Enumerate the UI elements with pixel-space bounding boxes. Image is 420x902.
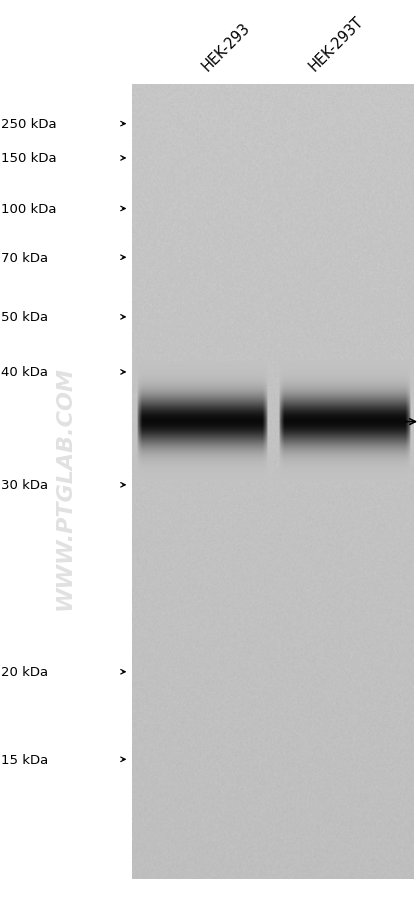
Text: 15 kDa: 15 kDa	[1, 753, 48, 766]
Text: HEK-293: HEK-293	[200, 20, 253, 74]
Text: 20 kDa: 20 kDa	[1, 666, 48, 678]
Text: 30 kDa: 30 kDa	[1, 479, 48, 492]
Text: WWW.PTGLAB.COM: WWW.PTGLAB.COM	[55, 365, 75, 609]
Text: 40 kDa: 40 kDa	[1, 366, 48, 379]
Text: 100 kDa: 100 kDa	[1, 203, 56, 216]
Text: 70 kDa: 70 kDa	[1, 252, 48, 264]
Text: HEK-293T: HEK-293T	[307, 14, 367, 74]
Text: 50 kDa: 50 kDa	[1, 311, 48, 324]
Text: 150 kDa: 150 kDa	[1, 152, 56, 165]
Text: 250 kDa: 250 kDa	[1, 118, 56, 131]
